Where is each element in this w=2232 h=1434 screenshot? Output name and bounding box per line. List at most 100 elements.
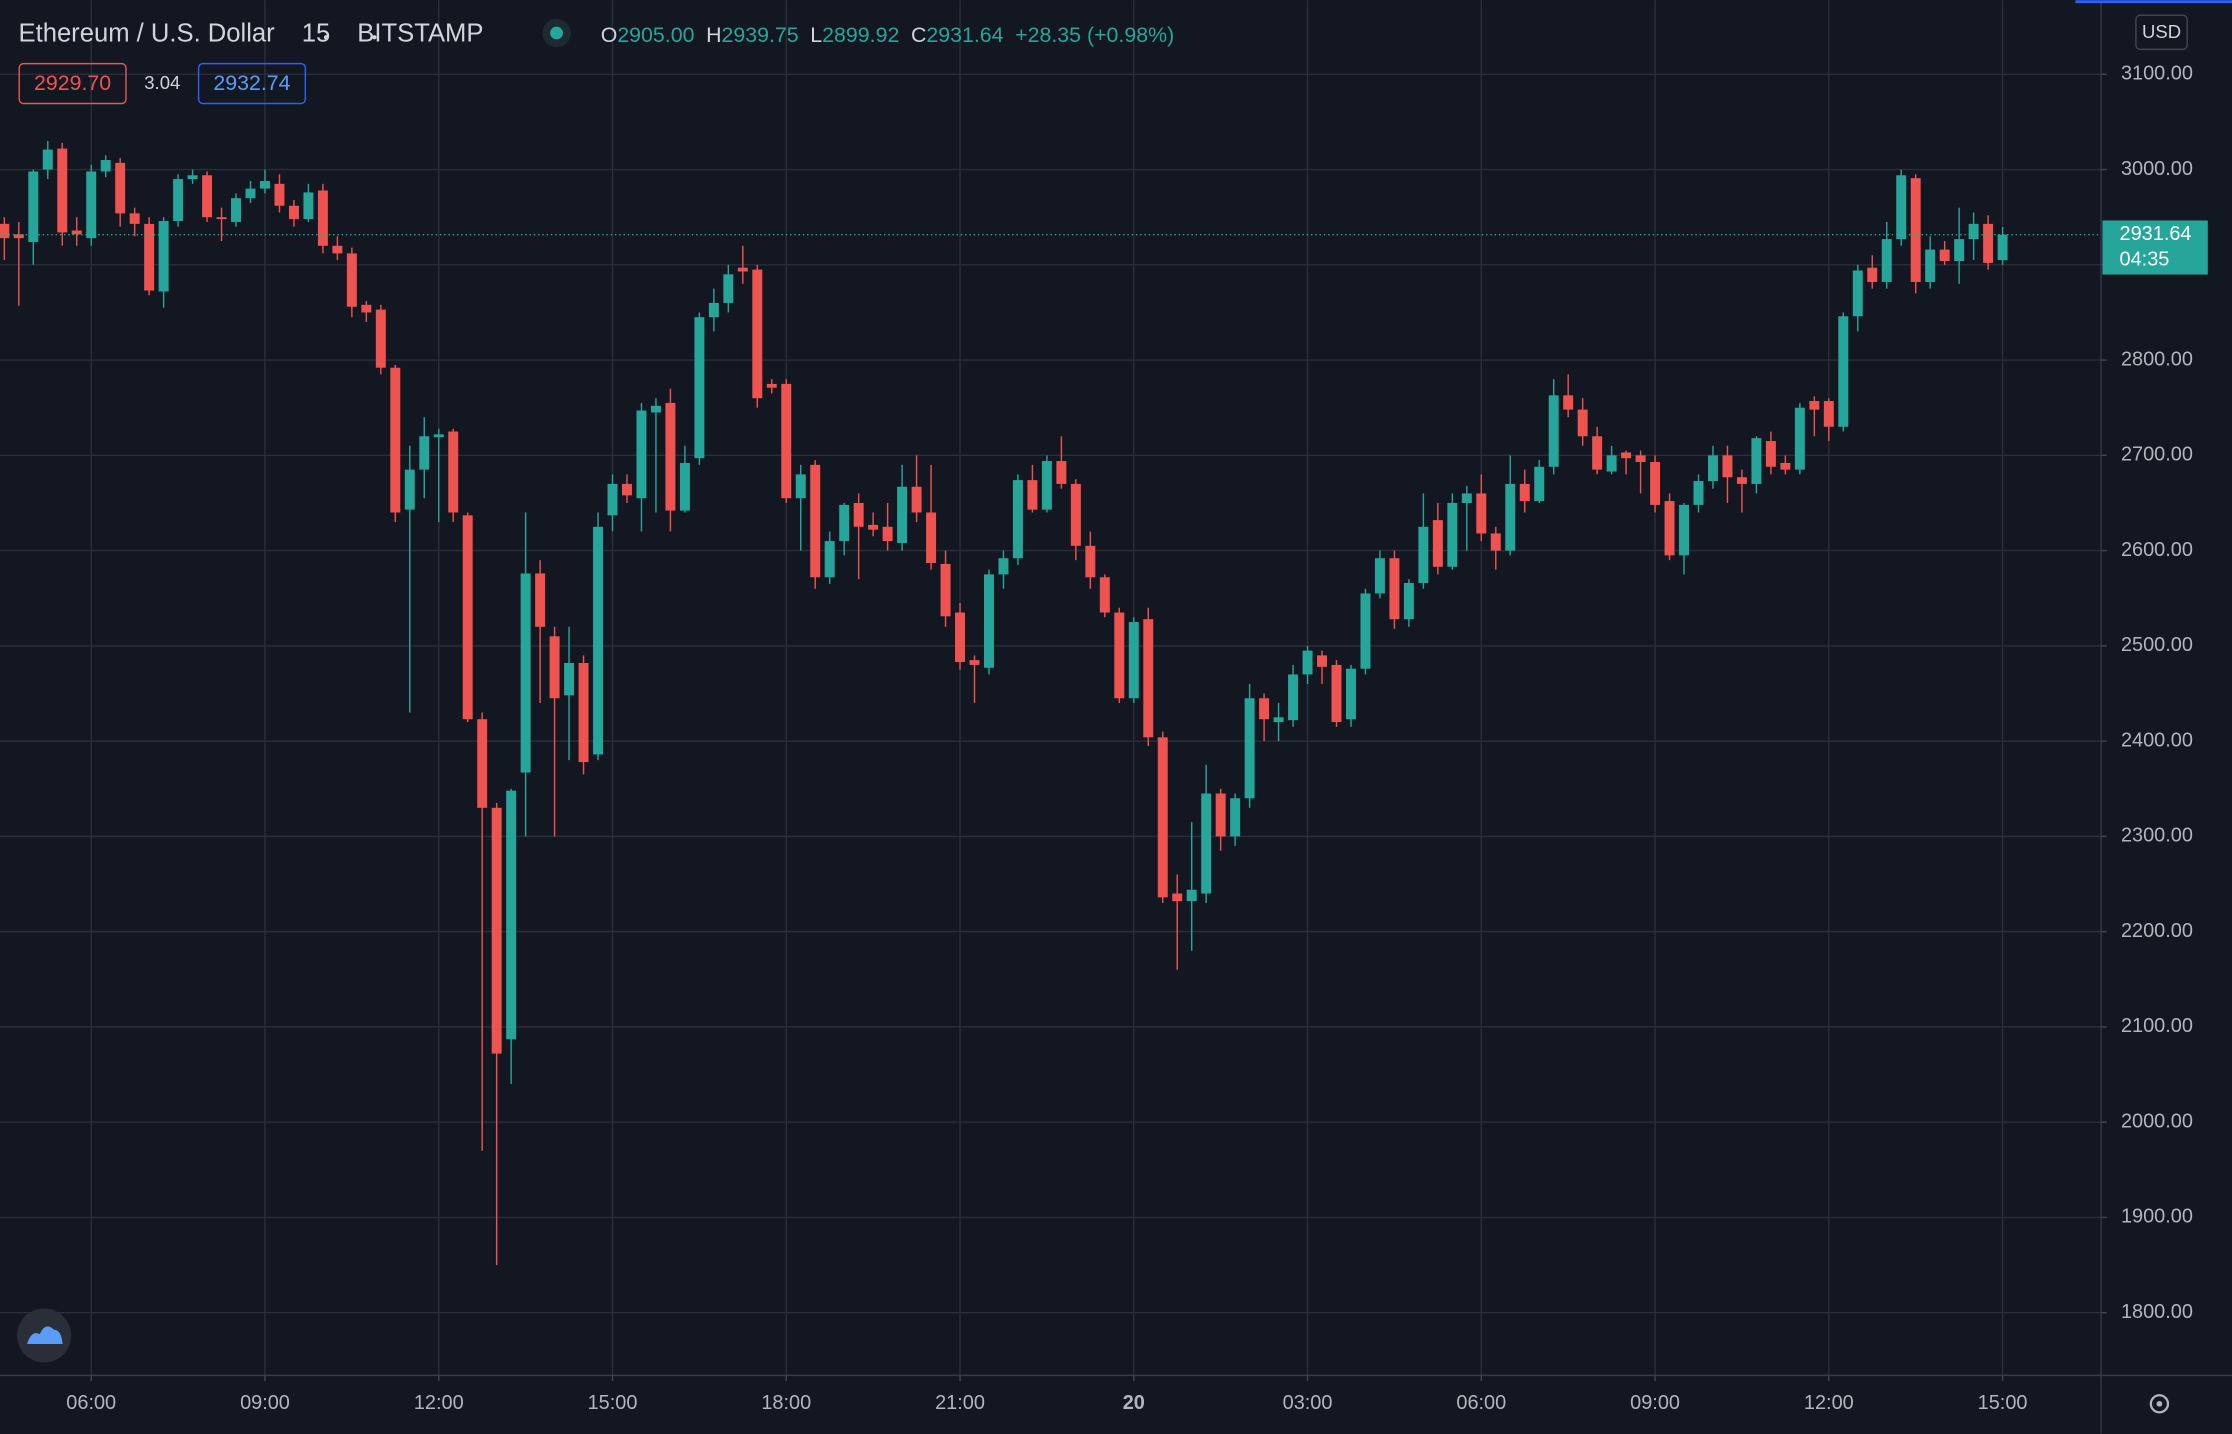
candle-body <box>1983 223 1994 263</box>
candle-body <box>404 469 415 510</box>
candle-body <box>1447 502 1458 567</box>
candle-body <box>752 269 763 399</box>
candle-body <box>1548 395 1559 467</box>
candle-body <box>129 213 140 224</box>
candle-body <box>86 171 97 239</box>
candle-body <box>1432 520 1443 567</box>
settings-icon[interactable] <box>2149 1394 2170 1414</box>
change: +28.35 (+0.98%) <box>1015 23 1174 47</box>
candle-body <box>173 179 184 221</box>
separator <box>372 35 377 40</box>
candle-body <box>564 663 575 696</box>
candle-body <box>1157 737 1168 898</box>
candle-body <box>1939 249 1950 262</box>
candle-body <box>1707 455 1718 482</box>
candle-body <box>1650 462 1661 505</box>
candle-body <box>158 220 169 292</box>
candle-body <box>216 217 227 220</box>
candle-body <box>1780 462 1791 470</box>
currency-button[interactable] <box>2135 14 2188 51</box>
y-tick-label: 2800.00 <box>2121 348 2193 370</box>
candle-body <box>419 436 430 470</box>
candle-body <box>1012 480 1023 559</box>
candle-body <box>1997 234 2008 261</box>
ohlc-key: O <box>601 23 618 47</box>
candle-body <box>882 526 893 542</box>
candle-body <box>506 790 517 1040</box>
candle-body <box>231 198 242 222</box>
candle-body <box>1490 533 1501 551</box>
candle-body <box>1881 239 1892 282</box>
x-tick-label: 06:00 <box>66 1392 116 1414</box>
x-tick-label: 03:00 <box>1283 1392 1333 1414</box>
candle-body <box>810 464 821 578</box>
candle-body <box>1244 698 1255 799</box>
settings[interactable] <box>2149 1394 2170 1414</box>
candle-body <box>636 410 647 499</box>
x-tick-label: 09:00 <box>1630 1392 1680 1414</box>
candle-body <box>1331 664 1342 723</box>
candle-body <box>1563 395 1574 410</box>
candle-body <box>462 515 473 720</box>
candle-body <box>1461 493 1472 503</box>
candle-body <box>57 148 68 233</box>
separator <box>323 35 329 40</box>
settings-icon-center <box>2156 1400 2163 1407</box>
candle-body <box>650 405 661 413</box>
candle-body <box>1041 461 1052 510</box>
candle-body <box>1476 493 1487 534</box>
candle-body <box>1027 480 1038 510</box>
candle-body <box>1838 316 1849 427</box>
candle-body <box>245 188 256 199</box>
y-tick-label: 2400.00 <box>2121 729 2193 751</box>
countdown: 04:35 <box>2120 249 2170 271</box>
candle-body <box>1360 593 1371 669</box>
candle-body <box>1852 270 1863 317</box>
candle-body <box>1302 650 1313 675</box>
candle-body <box>115 162 126 214</box>
logo-icon <box>27 1326 63 1345</box>
candle-body <box>1751 438 1762 484</box>
candle-body <box>708 302 719 318</box>
candle-body <box>1693 481 1704 505</box>
ohlc-key: H <box>706 23 721 47</box>
interval: 15 <box>302 19 330 47</box>
candle-body <box>187 175 198 180</box>
candle-body <box>520 573 531 773</box>
candle-body <box>448 431 459 513</box>
x-tick-label: 09:00 <box>240 1392 290 1414</box>
candle-body <box>897 486 908 543</box>
candle-body <box>303 192 314 220</box>
candle-body <box>1070 483 1081 546</box>
candle-body <box>1679 504 1690 556</box>
logo[interactable] <box>17 1308 72 1363</box>
candle-body <box>766 383 777 388</box>
candle-body <box>940 563 951 617</box>
y-tick-label: 2700.00 <box>2121 444 2193 466</box>
candle-body <box>795 474 806 499</box>
candle-body <box>1505 483 1516 551</box>
candle-body <box>723 274 734 303</box>
candle-body <box>1664 501 1675 556</box>
candle-body <box>665 402 676 511</box>
candle-body <box>1794 407 1805 470</box>
candle-body <box>1403 582 1414 620</box>
ohlc-value: 2905.00 <box>617 23 694 47</box>
candle-body <box>1809 401 1820 410</box>
candle-body <box>1143 619 1154 738</box>
candle-body <box>1288 674 1299 721</box>
candle-body <box>346 253 357 307</box>
candle-body <box>679 462 690 511</box>
x-tick-label: 12:00 <box>414 1392 464 1414</box>
candle-body <box>390 367 401 513</box>
y-tick-label: 2200.00 <box>2121 920 2193 942</box>
candle-body <box>1374 558 1385 594</box>
candle-body <box>1114 612 1125 699</box>
candle-body <box>1606 455 1617 472</box>
ohlc-value: 2939.75 <box>722 23 799 47</box>
exchange: BITSTAMP <box>357 19 483 47</box>
candle-body <box>983 574 994 668</box>
sell-button[interactable] <box>18 62 127 105</box>
buy-button[interactable] <box>197 62 307 105</box>
